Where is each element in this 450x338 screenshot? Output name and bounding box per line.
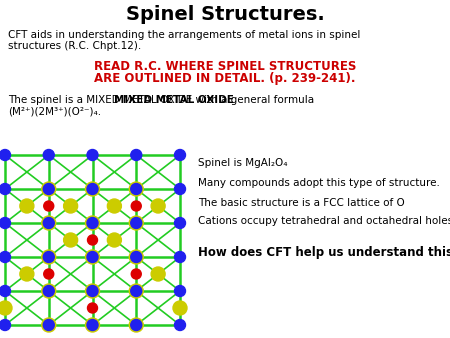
Circle shape: [175, 149, 185, 161]
Text: Cations occupy tetrahedral and octahedral holes: Cations occupy tetrahedral and octahedra…: [198, 216, 450, 226]
Circle shape: [129, 250, 143, 264]
Circle shape: [131, 217, 142, 228]
Circle shape: [151, 267, 165, 281]
Circle shape: [44, 201, 54, 211]
Circle shape: [42, 182, 56, 196]
Circle shape: [0, 217, 10, 228]
Circle shape: [86, 216, 99, 230]
Circle shape: [175, 286, 185, 296]
Circle shape: [42, 250, 56, 264]
Circle shape: [151, 199, 165, 213]
Circle shape: [131, 269, 141, 279]
Circle shape: [0, 184, 10, 194]
Text: (M²⁺)(2M³⁺)(O²⁻)₄.: (M²⁺)(2M³⁺)(O²⁻)₄.: [8, 107, 101, 117]
Circle shape: [86, 250, 99, 264]
Circle shape: [0, 301, 12, 315]
Text: CFT aids in understanding the arrangements of metal ions in spinel: CFT aids in understanding the arrangemen…: [8, 30, 360, 40]
Circle shape: [175, 251, 185, 263]
Circle shape: [87, 303, 98, 313]
Text: Spinel Structures.: Spinel Structures.: [126, 5, 324, 24]
Text: How does CFT help us understand this structure?: How does CFT help us understand this str…: [198, 246, 450, 259]
Circle shape: [175, 184, 185, 194]
Circle shape: [131, 251, 142, 263]
Circle shape: [44, 269, 54, 279]
Circle shape: [131, 286, 142, 296]
Circle shape: [87, 286, 98, 296]
Text: READ R.C. WHERE SPINEL STRUCTURES: READ R.C. WHERE SPINEL STRUCTURES: [94, 60, 356, 73]
Circle shape: [129, 216, 143, 230]
Circle shape: [43, 149, 54, 161]
Circle shape: [129, 182, 143, 196]
Circle shape: [43, 251, 54, 263]
Circle shape: [87, 235, 98, 245]
Text: Many compounds adopt this type of structure.: Many compounds adopt this type of struct…: [198, 178, 440, 188]
Circle shape: [86, 318, 99, 332]
Circle shape: [87, 217, 98, 228]
Circle shape: [42, 318, 56, 332]
Circle shape: [129, 318, 143, 332]
Circle shape: [42, 216, 56, 230]
Circle shape: [108, 199, 122, 213]
Circle shape: [20, 267, 34, 281]
Text: The basic structure is a FCC lattice of O: The basic structure is a FCC lattice of …: [198, 198, 405, 208]
Circle shape: [43, 319, 54, 331]
Circle shape: [42, 284, 56, 298]
Circle shape: [43, 217, 54, 228]
Circle shape: [175, 319, 185, 331]
Text: MIXED METAL OXIDE: MIXED METAL OXIDE: [114, 95, 234, 105]
Circle shape: [131, 201, 141, 211]
Circle shape: [87, 251, 98, 263]
Circle shape: [87, 319, 98, 331]
Circle shape: [175, 217, 185, 228]
Circle shape: [43, 286, 54, 296]
Circle shape: [131, 319, 142, 331]
Circle shape: [0, 286, 10, 296]
Text: ARE OUTLINED IN DETAIL. (p. 239-241).: ARE OUTLINED IN DETAIL. (p. 239-241).: [94, 72, 356, 85]
Circle shape: [43, 184, 54, 194]
Text: The spinel is a MIXED METAL OXIDE with a general formula: The spinel is a MIXED METAL OXIDE with a…: [8, 95, 314, 105]
Circle shape: [86, 182, 99, 196]
Circle shape: [129, 284, 143, 298]
Text: structures (R.C. Chpt.12).: structures (R.C. Chpt.12).: [8, 41, 141, 51]
Circle shape: [86, 284, 99, 298]
Circle shape: [20, 199, 34, 213]
Circle shape: [87, 149, 98, 161]
Circle shape: [131, 184, 142, 194]
Circle shape: [87, 184, 98, 194]
Circle shape: [0, 251, 10, 263]
Circle shape: [63, 233, 77, 247]
Circle shape: [173, 301, 187, 315]
Text: Spinel is MgAl₂O₄: Spinel is MgAl₂O₄: [198, 158, 288, 168]
Circle shape: [108, 233, 122, 247]
Circle shape: [0, 149, 10, 161]
Circle shape: [0, 319, 10, 331]
Circle shape: [131, 149, 142, 161]
Circle shape: [63, 199, 77, 213]
